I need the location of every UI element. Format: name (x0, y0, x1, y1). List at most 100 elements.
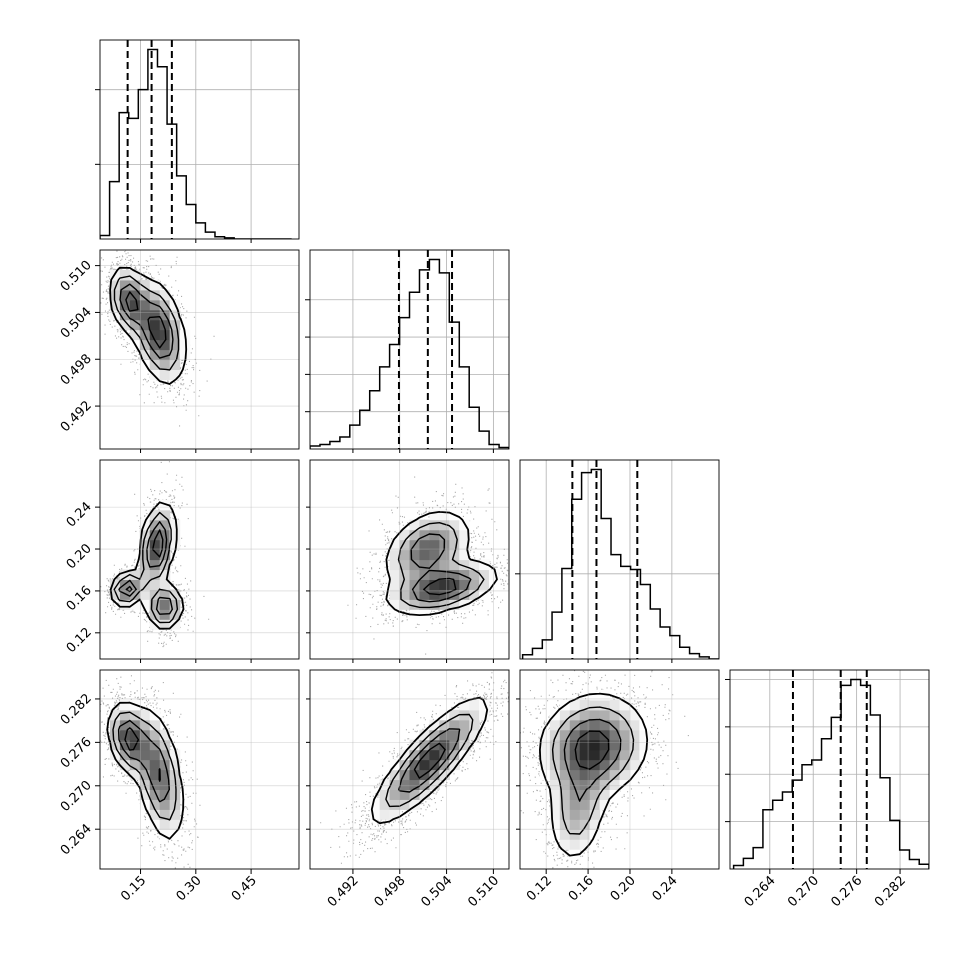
scatter-panel-3-0 (100, 670, 299, 869)
density-cell (559, 789, 571, 800)
density-cell (589, 719, 601, 731)
density-cell (159, 539, 171, 551)
density-cell (629, 739, 640, 751)
density-cell (109, 729, 121, 741)
density-cell (169, 749, 181, 761)
density-cell (149, 779, 161, 790)
density-cell (429, 569, 440, 580)
density-cell (159, 299, 171, 311)
axes-frame (729, 669, 930, 870)
density-cell (439, 739, 450, 751)
histogram-bars (310, 258, 509, 449)
density-cell (549, 789, 561, 800)
density-cell (389, 549, 401, 561)
density-cell (149, 559, 161, 571)
density-cell (139, 309, 151, 321)
density-cell (149, 599, 161, 610)
density-cell (579, 779, 591, 790)
density-cell (429, 779, 440, 790)
density-cell (159, 599, 171, 610)
density-cell (129, 769, 141, 781)
density-cell (559, 829, 571, 840)
density-cells (539, 689, 650, 860)
density-cell (429, 509, 440, 521)
density-cell (429, 579, 440, 590)
density-cell (169, 829, 181, 840)
contour-level-3 (413, 742, 446, 779)
density-cell (619, 739, 631, 751)
density-cell (159, 809, 171, 820)
density-cell (489, 579, 500, 590)
density-cell (169, 329, 181, 341)
histogram-bars (521, 468, 719, 659)
density-cell (579, 809, 591, 820)
density-cell (129, 319, 141, 331)
density-cell (139, 569, 151, 580)
density-cell (149, 809, 161, 820)
density-cell (569, 759, 581, 771)
density-cell (389, 799, 401, 810)
density-cell (439, 559, 450, 571)
density-cell (139, 739, 151, 751)
density-cell (399, 599, 411, 610)
density-cell (139, 319, 151, 331)
density-cell (139, 539, 151, 551)
density-cell (449, 599, 460, 610)
x-tick-label: 0.16 (566, 873, 597, 904)
density-cell (569, 839, 581, 850)
density-cell (119, 739, 131, 751)
contour-level-3 (124, 727, 161, 782)
contour-lines (385, 511, 498, 616)
contour-level-1 (113, 275, 180, 371)
contour-level-0 (370, 696, 489, 825)
density-cell (429, 519, 440, 531)
density-cell (579, 789, 591, 800)
density-cell (579, 699, 591, 711)
density-cell (469, 569, 480, 580)
density-cell (439, 749, 450, 761)
axes-frame (99, 249, 300, 450)
y-tick-label: 0.504 (58, 305, 95, 342)
density-cell (129, 269, 141, 281)
contour-level-2 (119, 283, 174, 359)
contour-level-1 (113, 511, 179, 624)
density-cell (389, 779, 401, 790)
density-cell (549, 769, 561, 781)
contour-level-2 (398, 728, 461, 793)
density-cell (569, 819, 581, 830)
density-cell (109, 719, 121, 731)
density-cell (599, 759, 611, 771)
density-cell (579, 739, 591, 751)
density-cell (379, 799, 391, 810)
density-cell (149, 339, 161, 351)
density-cell (459, 699, 470, 711)
density-cell (559, 769, 571, 781)
density-cell (419, 779, 430, 790)
y-tick-label: 0.282 (58, 691, 95, 728)
density-cell (169, 789, 181, 800)
density-cell (479, 579, 490, 590)
density-cell (589, 729, 601, 741)
density-cell (589, 809, 601, 820)
density-cell (409, 519, 421, 531)
density-cell (129, 749, 141, 761)
density-cell (109, 709, 121, 721)
density-cell (149, 519, 161, 531)
density-cell (409, 759, 421, 771)
density-cell (159, 369, 171, 380)
density-cell (599, 779, 611, 790)
density-cell (609, 759, 621, 771)
density-cell (439, 549, 450, 561)
density-cell (159, 519, 171, 531)
axes-frame (309, 669, 510, 870)
density-cell (139, 519, 151, 531)
density-cell (149, 719, 161, 731)
density-cell (159, 319, 171, 331)
density-cell (419, 539, 430, 551)
density-cell (179, 339, 191, 351)
density-cell (419, 579, 430, 590)
density-cell (609, 719, 621, 731)
density-cell (449, 569, 460, 580)
contour-level-3 (125, 529, 164, 593)
density-cell (429, 559, 440, 571)
